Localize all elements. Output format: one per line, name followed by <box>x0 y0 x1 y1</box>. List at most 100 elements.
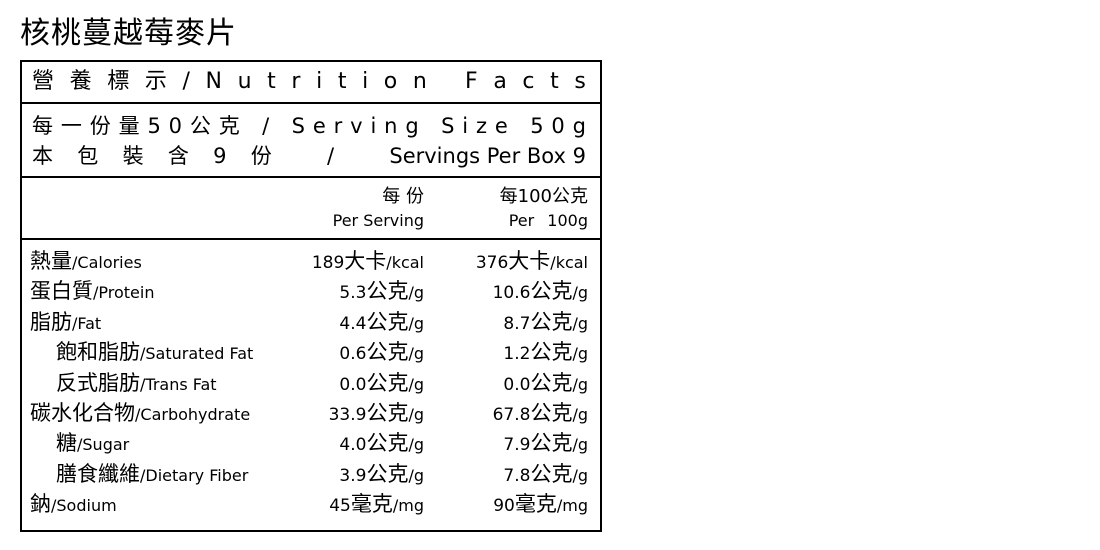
nutrient-name: 碳水化合物/Carbohydrate <box>30 398 250 430</box>
nutrient-name: 反式脂肪/Trans Fat <box>56 368 217 400</box>
nutrient-row: 脂肪/Fat 4.4公克/g 8.7公克/g <box>22 307 600 337</box>
value-number: 67.8 <box>492 405 531 425</box>
value-unit-en: /g <box>408 465 424 485</box>
serving-char: 5 <box>530 114 544 138</box>
value-unit-en: /g <box>572 313 588 333</box>
value-unit-en: /g <box>408 344 424 364</box>
value-unit-en: /g <box>408 283 424 303</box>
value-unit-en: /g <box>408 405 424 424</box>
nutrient-name-zh: 碳水化合物 <box>30 401 135 425</box>
value-unit-zh: 公克 <box>530 370 573 395</box>
serving-char: g <box>405 114 419 138</box>
value-unit-zh: 公克 <box>366 279 409 304</box>
value-unit-en: /mg <box>392 496 424 516</box>
serving-char: i <box>370 114 377 138</box>
per-100g-value: 90毫克/mg <box>493 489 588 521</box>
value-unit-en: /g <box>408 313 424 333</box>
per-100g-zh: 每100公克 <box>499 186 588 207</box>
serving-char <box>248 112 255 140</box>
value-number: 4.4 <box>339 313 367 334</box>
nutrient-row: 飽和脂肪/Saturated Fat 0.6公克/g 1.2公克/g <box>22 337 600 367</box>
serving-char: 本 <box>32 144 53 168</box>
header-char: a <box>493 69 507 94</box>
header-char: c <box>522 69 535 94</box>
value-number: 0.6 <box>339 344 367 365</box>
nutrient-row: 熱量/Calories 189大卡/kcal 376大卡/kcal <box>22 246 600 276</box>
serving-char <box>358 142 365 170</box>
serving-char: i <box>462 114 469 138</box>
value-unit-zh: 公克 <box>530 431 573 456</box>
value-unit-zh: 公克 <box>530 461 573 486</box>
value-unit-zh: 公克 <box>530 279 573 304</box>
per-serving-value: 189大卡/kcal <box>312 246 424 278</box>
nutrient-name: 脂肪/Fat <box>30 307 101 339</box>
header-char: t <box>550 69 559 94</box>
value-unit-en: /g <box>408 435 424 455</box>
serving-char: 份 <box>250 144 272 168</box>
value-number: 10.6 <box>492 283 531 304</box>
nutrient-name-en: /Protein <box>93 283 155 303</box>
header-char: 標 <box>107 69 130 94</box>
value-unit-zh: 公克 <box>366 370 409 395</box>
value-unit-en: /g <box>572 465 588 485</box>
nutrient-name: 膳食纖維/Dietary Fiber <box>56 459 248 491</box>
value-unit-zh: 公克 <box>530 309 573 334</box>
value-unit-en: /g <box>572 283 588 303</box>
serving-char: z <box>475 114 487 138</box>
nutrient-name-zh: 糖 <box>56 431 77 456</box>
nutrient-name-en: /Trans Fat <box>140 374 217 394</box>
per-serving-value: 4.4公克/g <box>339 307 424 339</box>
header-char: / <box>182 69 190 94</box>
value-number: 90 <box>493 496 515 517</box>
header-char: s <box>574 69 586 94</box>
serving-char <box>277 112 284 140</box>
serving-char <box>427 112 434 140</box>
per-serving-column-header: 每 份 Per Serving <box>333 184 424 232</box>
serving-char: 每 <box>32 114 53 138</box>
value-unit-en: /g <box>572 344 588 364</box>
serving-char: S <box>441 114 455 138</box>
per-serving-en: Per Serving <box>332 211 424 230</box>
value-number: 0.0 <box>503 374 531 395</box>
value-unit-en: /kcal <box>386 253 424 272</box>
per-100g-value: 8.7公克/g <box>503 307 588 339</box>
serving-char: 克 <box>218 114 240 138</box>
serving-char: n <box>384 114 398 138</box>
header-char: F <box>465 69 478 94</box>
per-100g-value: 7.9公克/g <box>503 428 588 460</box>
nutrient-row: 膳食纖維/Dietary Fiber 3.9公克/g 7.8公克/g <box>22 459 600 489</box>
per-serving-zh: 每 份 <box>382 186 424 207</box>
value-unit-zh: 公克 <box>366 461 409 486</box>
per-serving-value: 4.0公克/g <box>339 428 424 460</box>
nutrient-name-en: /Fat <box>72 313 102 333</box>
serving-char: 一 <box>60 114 82 138</box>
header-char: 養 <box>69 69 92 94</box>
per-serving-value: 0.6公克/g <box>339 337 424 369</box>
serving-char: / <box>262 114 270 138</box>
value-number: 1.2 <box>503 344 531 365</box>
value-number: 5.3 <box>339 283 367 304</box>
serving-char <box>516 112 523 140</box>
value-unit-zh: 公克 <box>530 340 573 365</box>
nutrient-row: 反式脂肪/Trans Fat 0.0公克/g 0.0公克/g <box>22 368 600 398</box>
header-char: 示 <box>144 69 167 94</box>
header-char: o <box>383 69 398 94</box>
value-unit-zh: 公克 <box>530 401 573 425</box>
header-char: t <box>337 69 347 94</box>
value-unit-zh: 公克 <box>366 309 409 334</box>
value-unit-en: /g <box>408 374 424 394</box>
nutrient-row: 蛋白質/Protein 5.3公克/g 10.6公克/g <box>22 276 600 306</box>
value-number: 3.9 <box>339 465 367 486</box>
nutrient-name-zh: 熱量 <box>30 249 72 273</box>
value-unit-en: /kcal <box>550 253 588 272</box>
nutrient-row: 鈉/Sodium 45毫克/mg 90毫克/mg <box>22 489 600 519</box>
serving-char: 0 <box>168 114 183 138</box>
value-unit-zh: 公克 <box>366 401 409 425</box>
per-100g-value: 7.8公克/g <box>503 459 588 491</box>
